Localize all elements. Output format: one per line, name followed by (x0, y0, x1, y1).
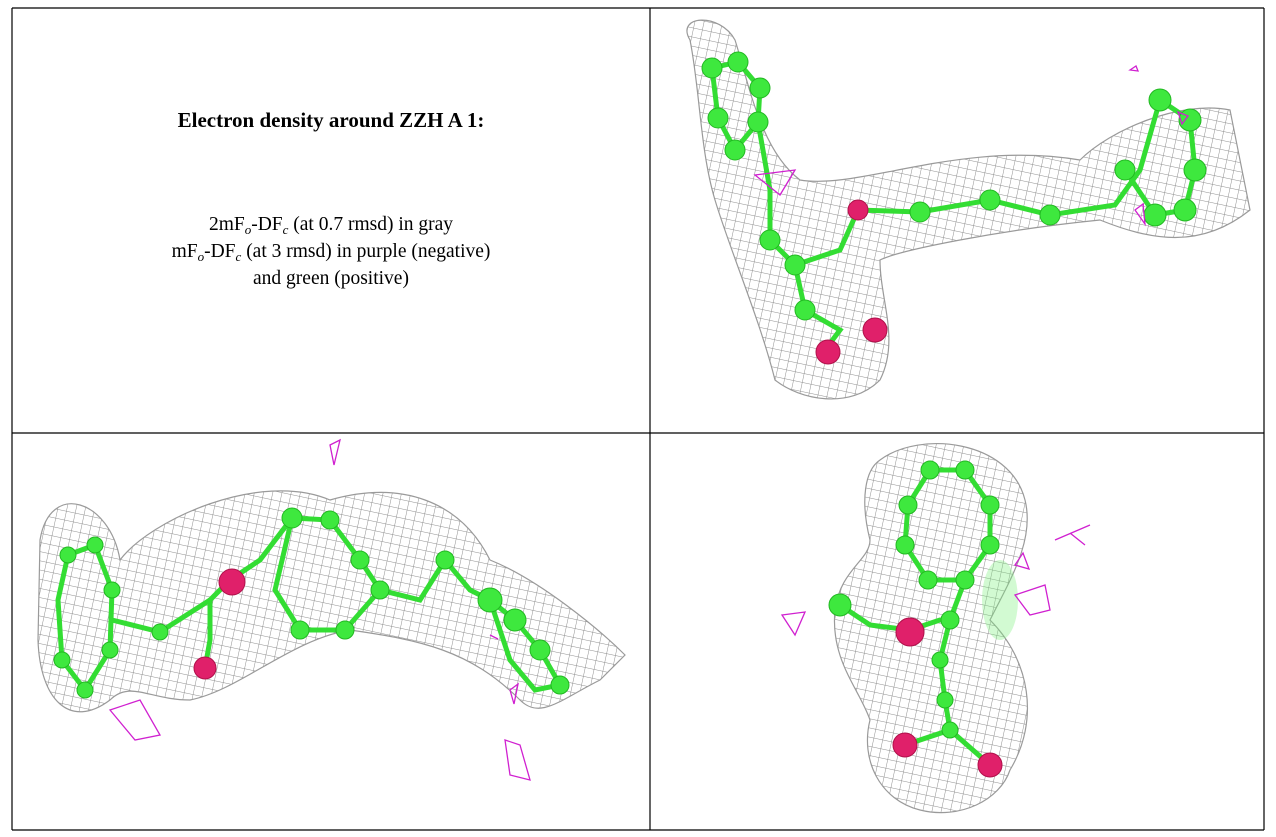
page: Electron density around ZZH A 1: 2mFo-DF… (0, 0, 1276, 837)
text: (at 3 rmsd) in purple (negative) (241, 241, 490, 262)
density-image (782, 444, 1090, 813)
text: -DF (204, 241, 235, 262)
caption-title: Electron density around ZZH A 1: (12, 108, 650, 133)
caption-cell: Electron density around ZZH A 1: 2mFo-DF… (12, 8, 650, 433)
caption-lines: 2mFo-DFc (at 0.7 rmsd) in gray mFo-DFc (… (12, 211, 650, 292)
positive-density (982, 560, 1018, 640)
text: 2mF (209, 214, 245, 235)
text: -DF (251, 214, 282, 235)
text: (at 0.7 rmsd) in gray (288, 214, 453, 235)
caption-line: mFo-DFc (at 3 rmsd) in purple (negative) (12, 238, 650, 265)
density-image (38, 440, 625, 780)
density-image (687, 20, 1250, 399)
text: and green (positive) (253, 268, 409, 289)
text: mF (172, 241, 198, 262)
caption-line: 2mFo-DFc (at 0.7 rmsd) in gray (12, 211, 650, 238)
caption-line: and green (positive) (12, 265, 650, 292)
